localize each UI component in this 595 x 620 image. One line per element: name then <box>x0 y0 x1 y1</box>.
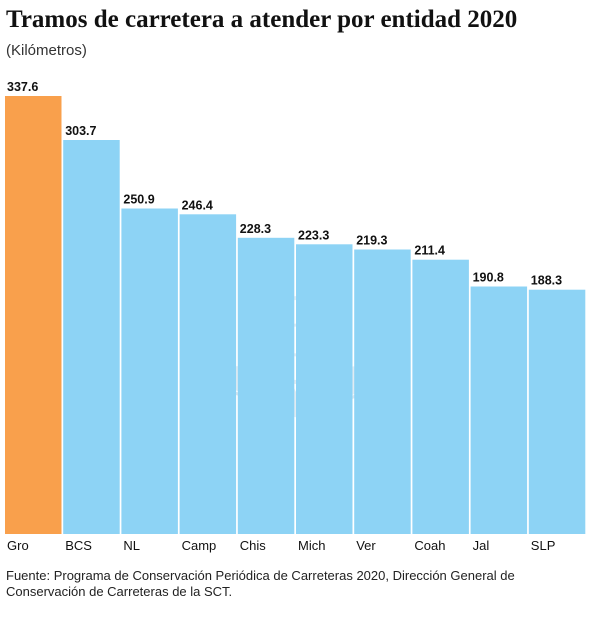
bar-chis <box>237 237 295 535</box>
value-label: 303.7 <box>65 124 96 138</box>
bar-chart: 337.6 303.7 250.9 246.4 228.3 223.3 219.3 211.4… <box>5 80 586 553</box>
bar-slp <box>528 289 586 534</box>
value-label: 228.3 <box>240 222 271 236</box>
value-label: 250.9 <box>123 193 154 207</box>
category-label: Coah <box>414 538 445 553</box>
bar-gro <box>5 96 62 534</box>
bar-bcs <box>63 140 120 534</box>
bar-mich <box>296 244 353 535</box>
category-label: Mich <box>298 538 325 553</box>
bar-ver <box>354 249 411 534</box>
value-label: 190.8 <box>473 271 504 285</box>
category-label: Ver <box>356 538 376 553</box>
source-note: Fuente: Programa de Conservación Periódi… <box>6 568 515 599</box>
category-label: Jal <box>473 538 490 553</box>
bar-coah <box>412 259 469 534</box>
category-label: BCS <box>65 538 92 553</box>
category-label: Gro <box>7 538 29 553</box>
value-label: 219.3 <box>356 234 387 248</box>
chart-subtitle: (Kilómetros) <box>6 42 87 59</box>
chart-title: Tramos de carretera a atender por entida… <box>6 6 518 33</box>
bar-nl <box>121 208 178 534</box>
category-label: Camp <box>182 538 217 553</box>
category-label: SLP <box>531 538 556 553</box>
bar-jal <box>470 286 528 534</box>
category-label: Chis <box>240 538 267 553</box>
value-label: 337.6 <box>7 80 38 94</box>
value-label: 223.3 <box>298 228 329 242</box>
value-label: 246.4 <box>182 198 213 212</box>
category-label: NL <box>123 538 140 553</box>
value-label: 211.4 <box>414 244 445 258</box>
bar-camp <box>179 214 237 535</box>
value-label: 188.3 <box>531 274 562 288</box>
